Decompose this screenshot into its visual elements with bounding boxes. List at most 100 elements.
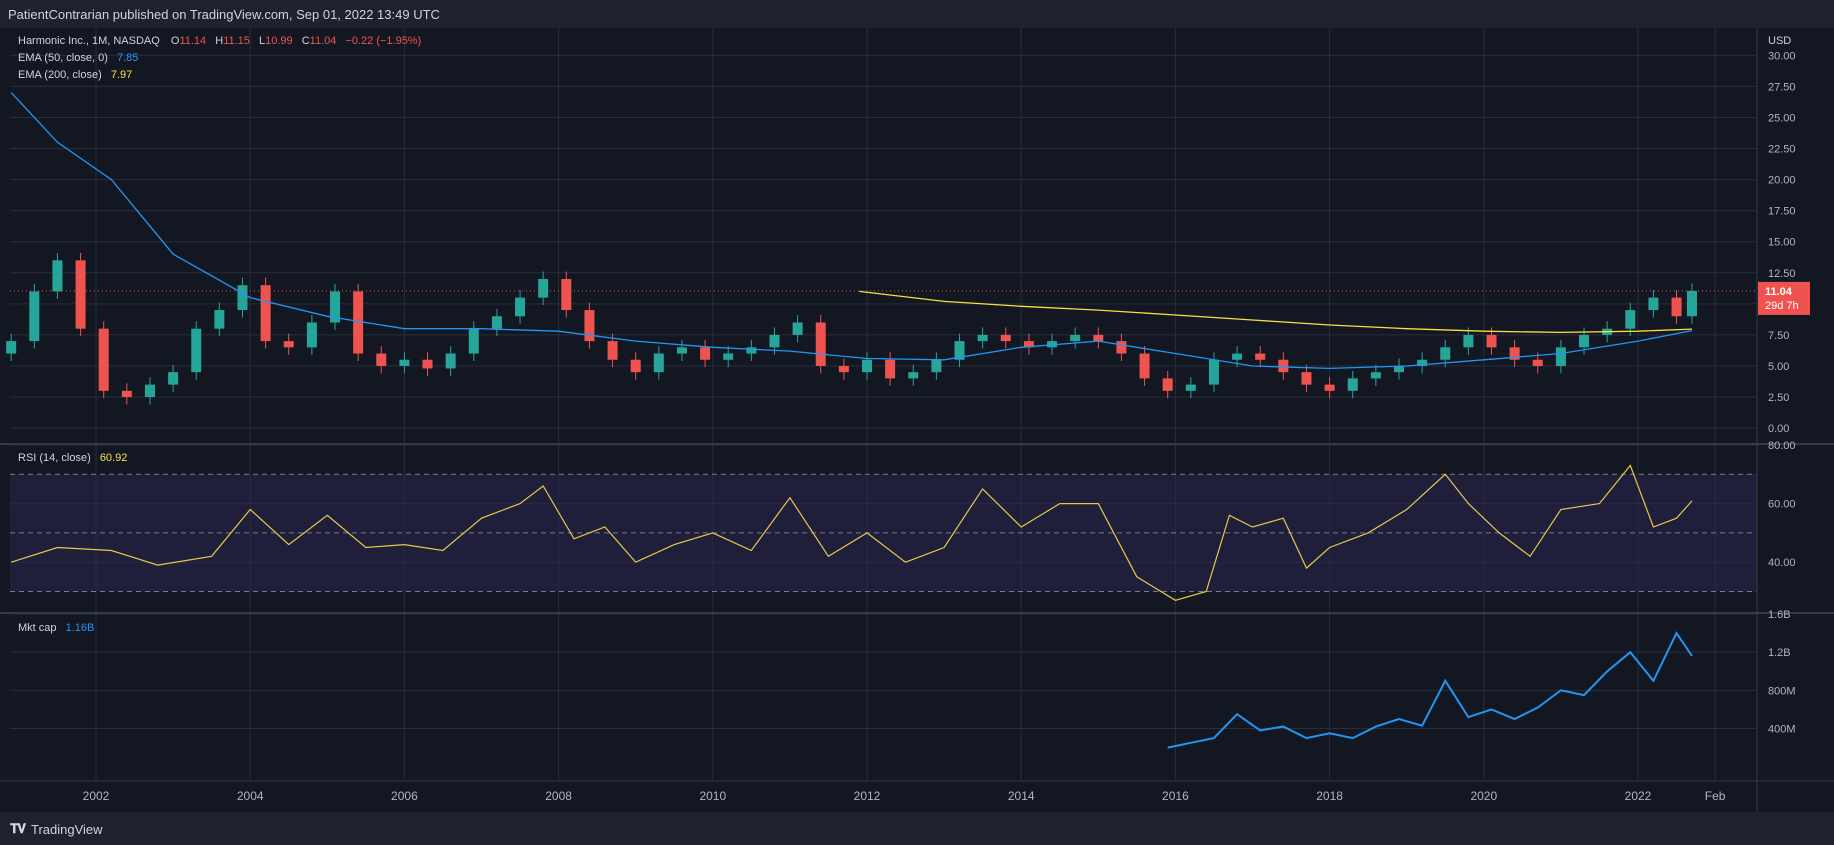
candle-body <box>214 310 225 329</box>
candle-body <box>445 353 456 369</box>
candle-body <box>954 341 965 360</box>
chart-canvas[interactable]: 0.002.505.007.5010.0012.5015.0017.5020.0… <box>0 28 1834 812</box>
price-tick-label: 20.00 <box>1768 175 1796 187</box>
candle-body <box>1162 378 1173 391</box>
candle-body <box>931 359 942 373</box>
price-tick-label: 15.00 <box>1768 237 1796 249</box>
candle-body <box>1116 341 1127 354</box>
low-label: L <box>258 35 266 47</box>
candle-body <box>306 322 317 348</box>
candle-body <box>584 310 595 342</box>
time-tick-label: Feb <box>1705 789 1726 803</box>
candle-body <box>538 278 549 298</box>
candle-body <box>815 322 826 366</box>
candle-body <box>353 291 364 354</box>
candle-body <box>6 341 17 354</box>
tradingview-logo[interactable]: 𝐓𝐕 TradingView <box>10 821 103 837</box>
time-tick-label: 2002 <box>83 789 110 803</box>
candle-body <box>676 347 687 354</box>
grid-lines <box>10 28 1757 781</box>
mktcap-legend[interactable]: Mkt cap 1.16B <box>18 622 94 634</box>
footer-bar: 𝐓𝐕 TradingView <box>0 812 1834 845</box>
ema200-label: EMA (200, close) <box>18 69 102 81</box>
candle-body <box>376 353 387 366</box>
candle-body <box>515 297 526 317</box>
candle-body <box>237 285 248 311</box>
candle-body <box>330 291 341 323</box>
candle-body <box>653 353 664 373</box>
candle-body <box>1185 384 1196 391</box>
candle-body <box>260 285 271 342</box>
low-value: 10.99 <box>265 35 293 47</box>
symbol-title: Harmonic Inc., 1M, NASDAQ <box>18 35 160 47</box>
rsi-line <box>11 464 1693 601</box>
candle-body <box>792 322 803 335</box>
price-tick-label: 12.50 <box>1768 268 1796 280</box>
rsi-label: RSI (14, close) <box>18 452 91 464</box>
high-label: H <box>215 35 224 47</box>
rsi-tick-label: 60.00 <box>1768 499 1796 511</box>
candle-body <box>1671 297 1682 317</box>
candle-body <box>1686 290 1697 317</box>
candle-body <box>422 359 433 369</box>
rsi-legend[interactable]: RSI (14, close) 60.92 <box>18 452 127 464</box>
candle-body <box>121 390 132 398</box>
ema50-value: 7.85 <box>116 52 139 64</box>
candle-body <box>468 328 479 354</box>
candle-body <box>1070 334 1081 342</box>
candle-body <box>838 365 849 373</box>
candle-body <box>491 316 502 329</box>
mktcap-tick-label: 1.6B <box>1768 609 1791 621</box>
last-price-label: 11.04 <box>1765 286 1793 298</box>
candle-body <box>561 278 572 311</box>
candle-body <box>29 291 40 342</box>
candle-body <box>723 353 734 360</box>
time-tick-label: 2018 <box>1316 789 1343 803</box>
candle-body <box>1208 359 1219 385</box>
ema200-legend[interactable]: EMA (200, close) 7.97 <box>18 69 132 81</box>
time-tick-label: 2004 <box>237 789 264 803</box>
mktcap-tick-label: 1.2B <box>1768 647 1791 659</box>
candle-body <box>1648 297 1659 311</box>
price-pane <box>6 92 1757 405</box>
candle-body <box>399 359 410 366</box>
candle-body <box>1000 334 1011 342</box>
close-label: C <box>301 35 310 47</box>
open-value: 11.14 <box>179 35 207 47</box>
high-value: 11.15 <box>223 35 250 47</box>
candle-body <box>144 384 155 398</box>
time-tick-label: 2016 <box>1162 789 1189 803</box>
candle-body <box>283 341 294 348</box>
price-tick-label: 22.50 <box>1768 144 1796 156</box>
candle-body <box>75 260 86 329</box>
tradingview-brand: TradingView <box>31 821 103 837</box>
time-tick-label: 2012 <box>854 789 881 803</box>
price-tick-label: 17.50 <box>1768 206 1796 218</box>
candle-body <box>746 347 757 354</box>
candle-body <box>630 359 641 373</box>
tradingview-logo-icon: 𝐓𝐕 <box>10 821 26 836</box>
candle-body <box>1509 347 1520 360</box>
price-tick-label: 5.00 <box>1768 361 1789 373</box>
change-value: −0.22 (−1.95%) <box>345 35 422 47</box>
candle-body <box>1555 347 1566 366</box>
axes: 0.002.505.007.5010.0012.5015.0017.5020.0… <box>0 28 1834 812</box>
rsi-pane <box>10 464 1757 601</box>
candle-body <box>607 341 618 360</box>
rsi-tick-label: 80.00 <box>1768 440 1796 452</box>
mktcap-value: 1.16B <box>65 622 95 634</box>
time-tick-label: 2010 <box>699 789 726 803</box>
publisher-bar: PatientContrarian published on TradingVi… <box>0 0 1834 28</box>
close-value: 11.04 <box>309 35 337 47</box>
mktcap-tick-label: 400M <box>1768 724 1796 736</box>
mktcap-tick-label: 800M <box>1768 685 1796 697</box>
candle-body <box>1278 359 1289 373</box>
candle-body <box>1440 347 1451 360</box>
ema50-label: EMA (50, close, 0) <box>18 52 108 64</box>
candle-body <box>885 359 896 379</box>
price-tick-label: 30.00 <box>1768 50 1796 62</box>
candle-body <box>1579 334 1590 348</box>
ema50-legend[interactable]: EMA (50, close, 0) 7.85 <box>18 52 138 64</box>
candle-body <box>98 328 109 391</box>
